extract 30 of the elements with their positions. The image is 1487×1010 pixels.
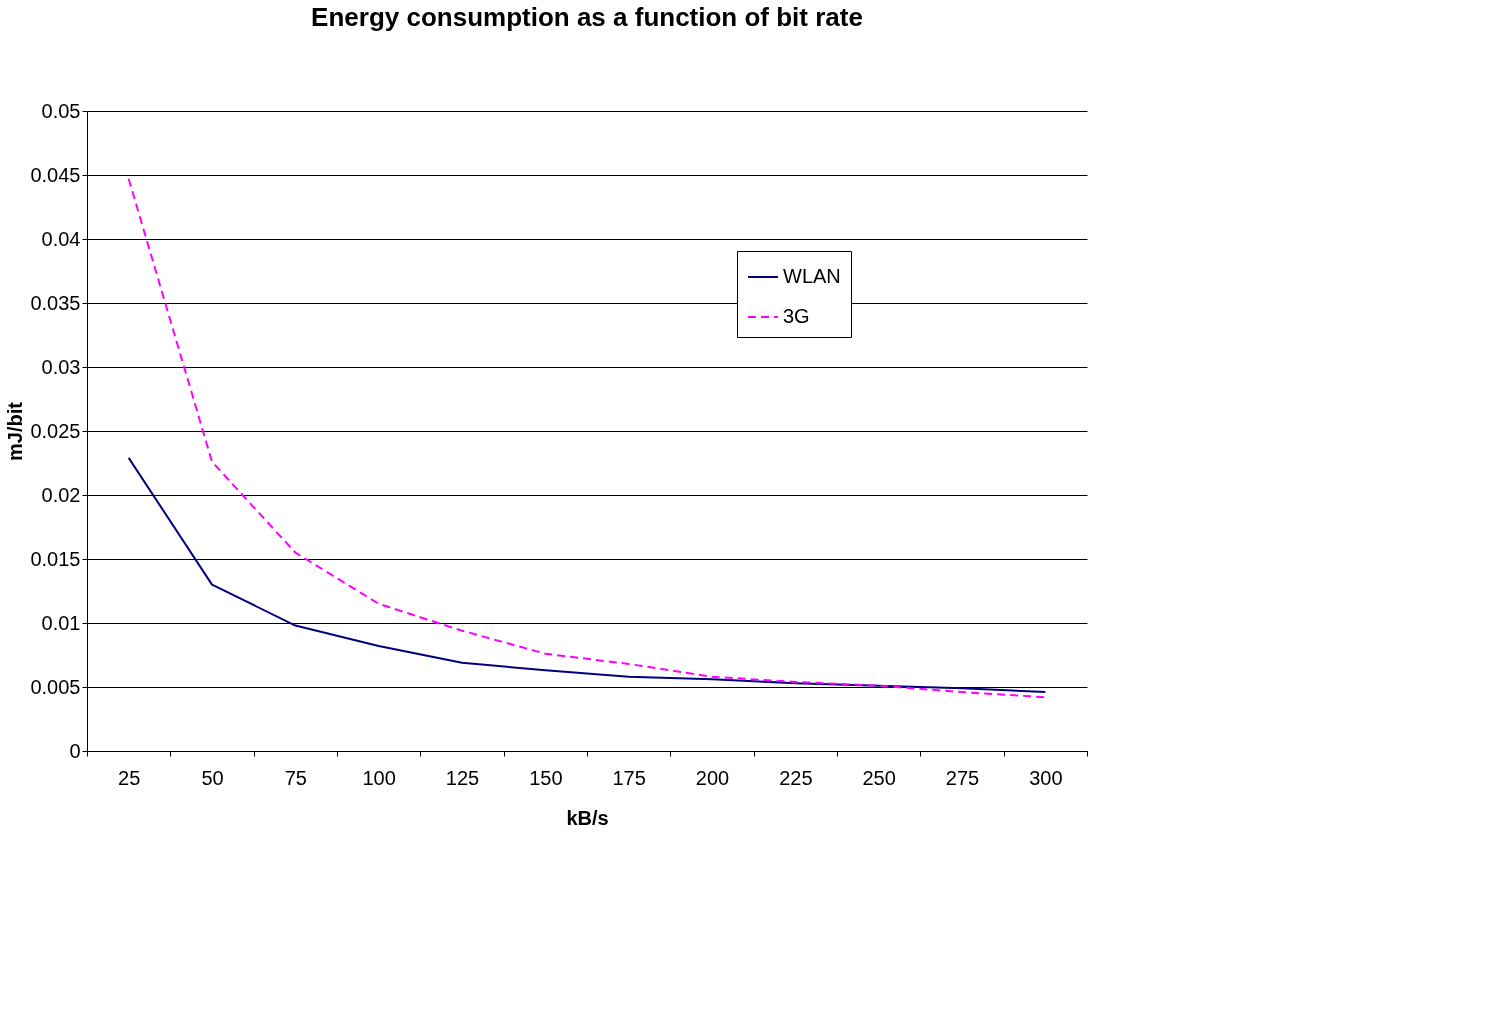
x-tick-label: 150: [529, 766, 563, 789]
y-axis-title: mJ/bit: [4, 401, 27, 461]
y-tick-label: 0.01: [41, 611, 81, 634]
x-tick-label: 300: [1029, 766, 1063, 789]
x-axis-title: kB/s: [566, 806, 609, 829]
y-tick-label: 0.005: [30, 675, 81, 698]
y-tick-label: 0.04: [41, 227, 81, 250]
chart-title: Energy consumption as a function of bit rate: [311, 2, 863, 32]
x-tick-label: 250: [862, 766, 896, 789]
x-tick-label: 100: [362, 766, 396, 789]
legend-label: 3G: [783, 305, 810, 327]
x-tick-label: 275: [945, 766, 980, 789]
line-series: [127, 456, 1047, 694]
x-tick-label: 50: [201, 766, 224, 789]
x-tick-label: 75: [284, 766, 307, 789]
x-tick-label: 175: [612, 766, 646, 789]
y-tick-label: 0.045: [30, 163, 81, 186]
y-tick-label: 0.025: [30, 419, 81, 442]
y-tick-label: 0.03: [41, 355, 81, 378]
x-tick-label: 225: [779, 766, 813, 789]
y-tick-label: 0.015: [30, 547, 81, 570]
y-tick-label: 0.05: [41, 99, 81, 122]
y-tick-label: 0.035: [30, 291, 81, 314]
y-tick-label: 0.02: [41, 483, 81, 506]
line-series: [127, 177, 1047, 699]
x-tick-label: 25: [118, 766, 141, 789]
x-tick-label: 125: [445, 766, 480, 789]
legend-label: WLAN: [783, 265, 841, 287]
y-tick-label: 0: [69, 739, 81, 762]
x-tick-label: 200: [695, 766, 730, 789]
